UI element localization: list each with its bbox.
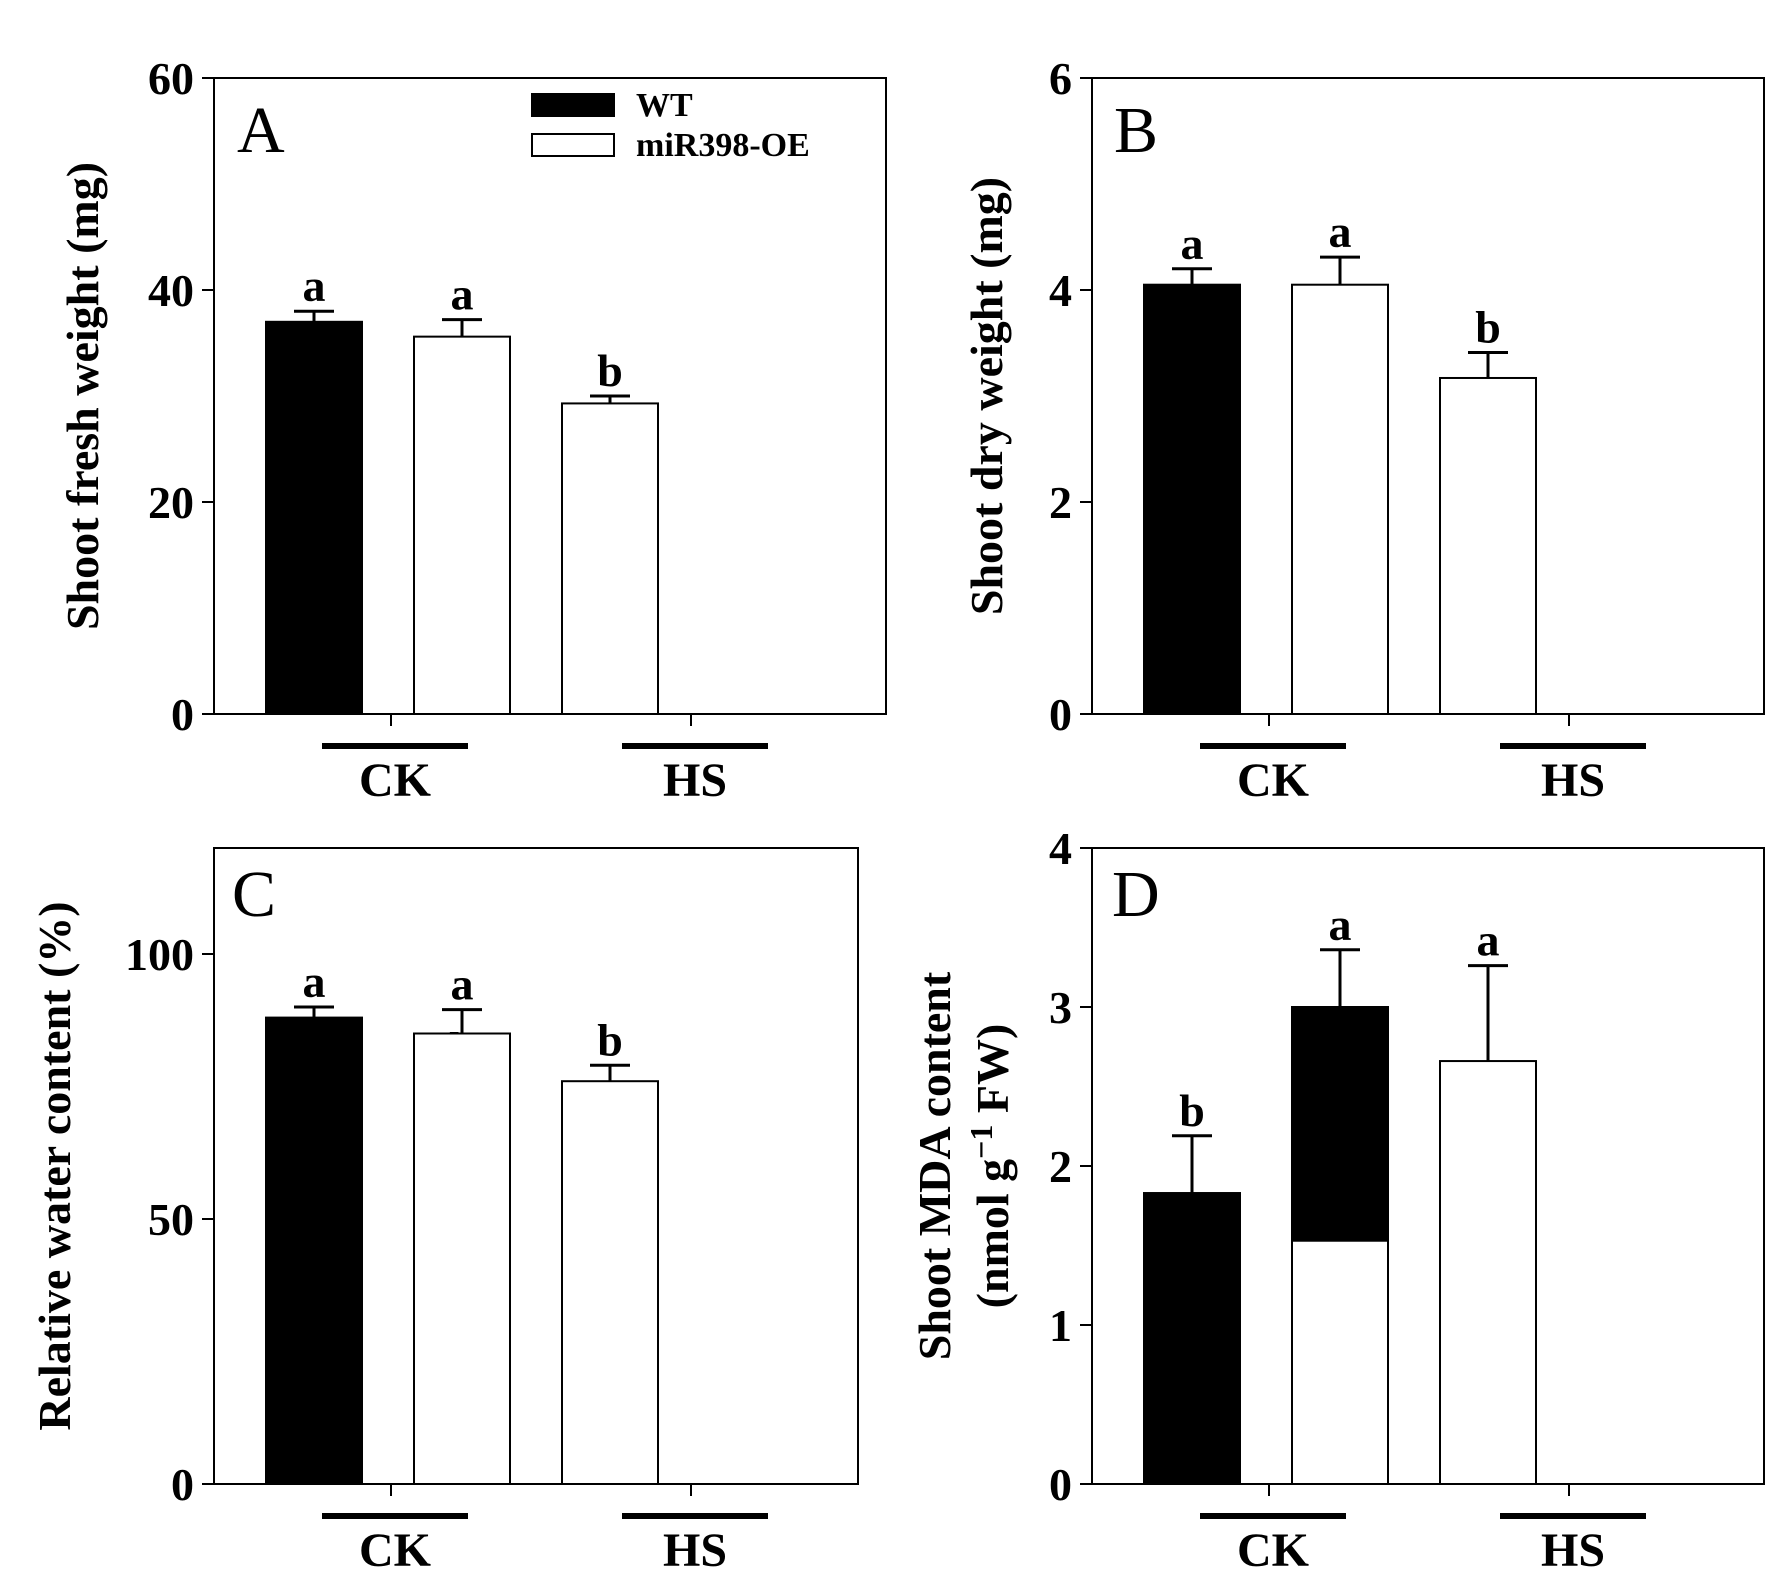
significance-letter: b [597,1014,623,1065]
y-tick-label: 60 [148,53,194,104]
y-tick-label: 100 [125,929,194,980]
panel-d: 0 1 2 3 4 b a b a CK HS D Shoot MDA content (nmol g−1… [909,823,1765,1577]
significance-letter: a [451,959,474,1010]
significance-letter: a [303,956,326,1007]
plot-frame [213,77,887,715]
group-label-hs: HS [663,1524,727,1577]
significance-letter: a [1329,899,1352,950]
significance-letter: b [1327,1160,1353,1211]
bar-miR398-oe-hs [1439,376,1537,715]
significance-letter: a [1329,206,1352,257]
legend-label-wt: WT [636,87,693,124]
bar-wt-ck [265,320,363,715]
bar-miR398-oe-hs [1439,1060,1537,1486]
bar-wt-ck [265,1016,363,1485]
y-tick-label: 1 [1049,1300,1072,1351]
plot-frame [213,847,859,1485]
bar-miR398-oe-ck [1291,1239,1389,1485]
plot-frame [1091,77,1765,715]
y-tick-label: 4 [1049,823,1072,874]
y-tick-label: 2 [1049,477,1072,528]
bar-miR398-oe-ck [1291,283,1389,715]
y-tick-label: 50 [148,1194,194,1245]
bar-wt-ck [1143,283,1241,715]
y-axis-label: Shoot dry weight (mg) [961,177,1012,615]
panel-letter: A [237,94,285,167]
y-tick-label: 0 [1049,1459,1072,1510]
legend-swatch-miR398-oe [531,133,615,157]
significance-letter: a [451,269,474,320]
significance-letter: b [597,345,623,396]
y-axis-label: Shoot fresh weight (mg) [57,162,108,630]
bar-miR398-oe-hs [561,402,659,715]
y-tick-label: 40 [148,265,194,316]
group-label-ck: CK [359,1524,431,1577]
y-tick-label: 0 [171,1459,194,1510]
bar-wt-ck [1143,1192,1241,1486]
y-tick-label: 0 [1049,689,1072,740]
group-label-hs: HS [663,754,727,807]
panel-c: 050100ababCKHSCRelative water content (%… [29,847,859,1577]
panel-letter: B [1114,94,1158,167]
legend-swatch-wt [531,93,615,117]
group-label-ck: CK [1237,1524,1309,1577]
group-label-hs: HS [1541,1524,1605,1577]
y-tick-label: 0 [171,689,194,740]
significance-letter: b [1179,1085,1205,1136]
significance-letter: a [1477,915,1500,966]
panel-a: 0204060ababCKHSAShoot fresh weight (mg)W… [57,53,887,807]
y-tick-label: 3 [1049,982,1072,1033]
panel-letter: C [232,858,276,931]
group-label-ck: CK [359,754,431,807]
significance-letter: b [1475,302,1501,353]
y-tick-label: 4 [1049,265,1072,316]
bar-miR398-oe-ck [413,1032,511,1485]
y-axis-label-units: (nmol g−1 FW) [963,1024,1018,1309]
y-axis-label: Relative water content (%) [29,901,80,1430]
y-tick-label: 20 [148,477,194,528]
y-tick-label: 6 [1049,53,1072,104]
y-axis-label: Shoot MDA content [909,971,960,1360]
panel-letter: D [1112,858,1160,931]
significance-letter: a [1181,218,1204,269]
group-label-hs: HS [1541,754,1605,807]
bar-miR398-oe-hs [561,1080,659,1485]
y-tick-label: 2 [1049,1141,1072,1192]
panel-b: 0246ababCKHSBShoot dry weight (mg) [961,53,1765,807]
bar-miR398-oe-ck [413,335,511,715]
group-label-ck: CK [1237,754,1309,807]
significance-letter: a [303,260,326,311]
legend-label-miR398-oe: miR398-OE [636,127,810,164]
